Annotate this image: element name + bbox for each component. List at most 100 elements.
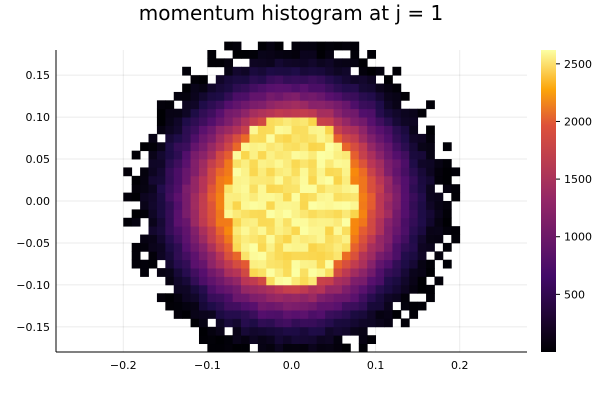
- heatmap-cell: [198, 150, 208, 160]
- heatmap-cell: [241, 209, 250, 219]
- heatmap-cell: [241, 167, 250, 177]
- heatmap-cell: [215, 159, 225, 168]
- heatmap-cell: [123, 167, 133, 177]
- heatmap-cell: [316, 293, 326, 303]
- heatmap-cell: [266, 217, 276, 227]
- heatmap-cell: [182, 276, 191, 286]
- heatmap-cell: [156, 142, 166, 152]
- heatmap-cell: [325, 201, 334, 210]
- heatmap-cell: [341, 125, 351, 135]
- heatmap-cell: [148, 175, 158, 185]
- heatmap-cell: [190, 268, 200, 277]
- heatmap-cell: [232, 234, 242, 244]
- heatmap-cell: [291, 318, 301, 328]
- heatmap-cell: [215, 343, 225, 353]
- heatmap-cell: [207, 293, 217, 303]
- heatmap-cell: [350, 100, 360, 110]
- heatmap-cell: [341, 83, 351, 93]
- heatmap-cell: [190, 226, 200, 235]
- heatmap-cell: [291, 150, 301, 160]
- heatmap-cell: [173, 301, 183, 311]
- heatmap-cell: [426, 125, 435, 135]
- heatmap-cell: [384, 142, 393, 152]
- heatmap-cell: [232, 142, 242, 152]
- heatmap-cell: [207, 335, 217, 345]
- heatmap-cell: [409, 268, 419, 277]
- heatmap-cell: [308, 234, 318, 244]
- heatmap-cell: [333, 184, 343, 194]
- heatmap-cell: [291, 268, 301, 277]
- heatmap-cell: [190, 201, 200, 210]
- heatmap-cell: [308, 310, 318, 319]
- heatmap-cell: [190, 75, 200, 84]
- heatmap-cell: [198, 234, 208, 244]
- heatmap-cell: [182, 175, 191, 185]
- heatmap-cell: [207, 184, 217, 194]
- heatmap-cell: [442, 209, 452, 219]
- heatmap-cell: [316, 41, 326, 51]
- heatmap-cell: [249, 201, 259, 210]
- heatmap-cell: [283, 117, 292, 126]
- heatmap-cell: [148, 150, 158, 160]
- heatmap-cell: [409, 159, 419, 168]
- heatmap-cell: [241, 91, 250, 101]
- heatmap-cell: [266, 192, 276, 202]
- heatmap-cell: [299, 184, 309, 194]
- heatmap-cell: [274, 117, 284, 126]
- heatmap-cell: [392, 117, 402, 126]
- heatmap-cell: [316, 100, 326, 110]
- heatmap-cell: [409, 150, 419, 160]
- heatmap-cell: [156, 217, 166, 227]
- heatmap-cell: [316, 58, 326, 68]
- heatmap-cell: [241, 268, 250, 277]
- heatmap-cell: [241, 301, 250, 311]
- heatmap-cell: [165, 251, 175, 261]
- heatmap-cell: [283, 142, 292, 152]
- heatmap-cell: [367, 301, 377, 311]
- plot-axes: [55, 50, 527, 353]
- heatmap-cell: [375, 284, 385, 294]
- heatmap-cell: [308, 66, 318, 76]
- heatmap-cell: [215, 242, 225, 252]
- heatmap-cell: [241, 226, 250, 235]
- heatmap-cell: [358, 209, 368, 219]
- heatmap-cell: [165, 159, 175, 168]
- heatmap-cell: [409, 133, 419, 143]
- heatmap-cell: [367, 125, 377, 135]
- heatmap-cell: [291, 142, 301, 152]
- heatmap-cell: [190, 125, 200, 135]
- heatmap-cell: [291, 41, 301, 51]
- heatmap-cell: [257, 217, 267, 227]
- heatmap-cell: [308, 301, 318, 311]
- heatmap-cell: [232, 83, 242, 93]
- heatmap-cell: [350, 75, 360, 84]
- heatmap-cell: [156, 117, 166, 126]
- heatmap-cell: [241, 125, 250, 135]
- heatmap-cell: [148, 192, 158, 202]
- heatmap-cell: [308, 201, 318, 210]
- heatmap-cell: [325, 234, 334, 244]
- heatmap-cell: [249, 142, 259, 152]
- heatmap-cell: [283, 75, 292, 84]
- heatmap-cell: [333, 293, 343, 303]
- heatmap-cell: [291, 217, 301, 227]
- heatmap-cell: [274, 175, 284, 185]
- heatmap-cell: [249, 259, 259, 269]
- heatmap-cell: [409, 175, 419, 185]
- heatmap-cell: [384, 91, 393, 101]
- heatmap-cell: [392, 66, 402, 76]
- heatmap-cell: [274, 100, 284, 110]
- heatmap-cell: [308, 284, 318, 294]
- heatmap-cell: [316, 335, 326, 345]
- heatmap-cell: [173, 226, 183, 235]
- heatmap-cell: [274, 108, 284, 118]
- heatmap-cell: [190, 318, 200, 328]
- heatmap-cell: [434, 226, 444, 235]
- heatmap-cell: [358, 117, 368, 126]
- heatmap-cell: [333, 117, 343, 126]
- heatmap-cell: [241, 310, 250, 319]
- heatmap-cell: [308, 50, 318, 59]
- heatmap-cell: [148, 234, 158, 244]
- heatmap-cell: [257, 209, 267, 219]
- heatmap-cell: [266, 259, 276, 269]
